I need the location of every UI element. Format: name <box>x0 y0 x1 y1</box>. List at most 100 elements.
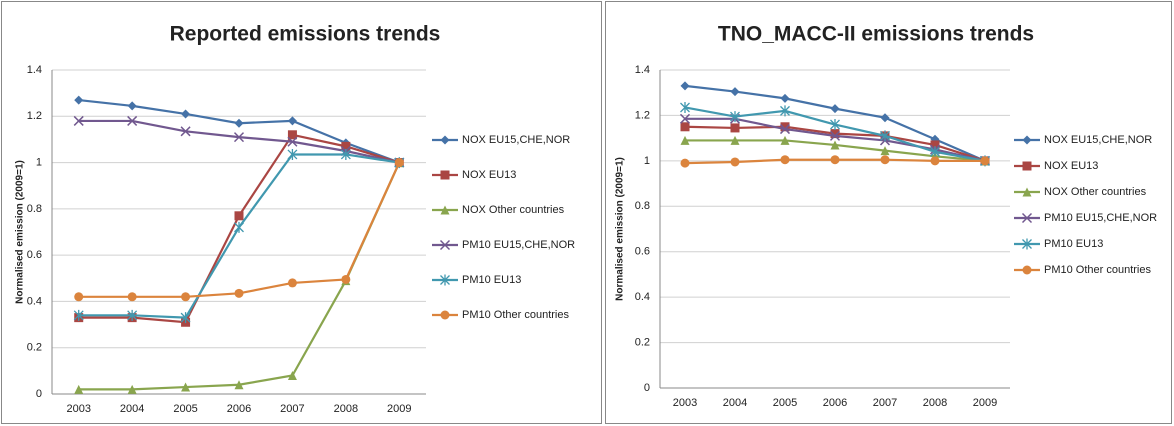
marker <box>127 292 137 302</box>
marker <box>127 115 138 126</box>
marker <box>180 312 191 324</box>
marker <box>1022 187 1032 197</box>
x-tick-label: 2003 <box>673 397 697 409</box>
x-tick-label: 2008 <box>334 403 358 415</box>
y-tick-label: 0.4 <box>635 291 650 303</box>
marker <box>980 156 990 166</box>
marker <box>930 146 940 158</box>
legend-label: NOX EU15,CHE,NOR <box>462 134 570 146</box>
marker <box>287 370 297 380</box>
legend-label: PM10 EU15,CHE,NOR <box>1044 212 1157 224</box>
marker <box>1022 161 1032 171</box>
y-tick-label: 0.6 <box>635 246 650 258</box>
marker <box>1022 238 1032 250</box>
x-tick-label: 2006 <box>227 403 251 415</box>
y-tick-label: 0.8 <box>635 200 650 212</box>
marker <box>880 130 890 142</box>
marker <box>780 105 790 117</box>
marker <box>440 205 450 215</box>
marker <box>780 135 790 145</box>
marker <box>341 141 351 151</box>
marker <box>73 115 84 126</box>
marker <box>287 116 297 126</box>
marker <box>234 221 244 233</box>
x-tick-label: 2008 <box>923 397 947 409</box>
legend-label: PM10 EU13 <box>462 274 521 286</box>
marker <box>930 156 940 166</box>
x-tick-label: 2004 <box>120 403 144 415</box>
marker <box>830 140 840 150</box>
legend-label: NOX EU13 <box>462 169 516 181</box>
marker <box>440 170 450 180</box>
marker <box>394 158 404 168</box>
x-tick-label: 2003 <box>66 403 90 415</box>
x-tick-label: 2004 <box>723 397 747 409</box>
y-tick-label: 0.8 <box>27 203 42 215</box>
marker <box>234 288 244 298</box>
chart-title: TNO_MACC-II emissions trends <box>718 23 1034 46</box>
marker <box>1022 135 1032 145</box>
marker <box>287 148 298 160</box>
x-tick-label: 2006 <box>823 397 847 409</box>
marker <box>74 384 84 394</box>
x-tick-label: 2009 <box>973 397 997 409</box>
marker <box>680 158 690 168</box>
marker <box>780 93 790 103</box>
marker <box>180 126 191 137</box>
y-tick-label: 0.2 <box>635 336 650 348</box>
y-tick-label: 0 <box>36 388 42 400</box>
marker <box>181 292 191 302</box>
y-tick-label: 1.4 <box>635 64 650 76</box>
marker <box>680 101 690 113</box>
marker <box>680 135 690 145</box>
y-tick-label: 1 <box>36 156 42 168</box>
marker <box>880 146 890 156</box>
marker <box>440 310 450 320</box>
legend-label: PM10 EU15,CHE,NOR <box>462 239 575 251</box>
marker <box>74 292 84 302</box>
legend-label: PM10 Other countries <box>1044 264 1151 276</box>
x-tick-label: 2005 <box>773 397 797 409</box>
x-tick-label: 2009 <box>387 403 411 415</box>
marker <box>341 274 351 284</box>
marker <box>830 119 840 131</box>
marker <box>233 132 245 143</box>
legend-label: NOX Other countries <box>1044 186 1147 198</box>
y-tick-label: 1.2 <box>635 109 650 121</box>
marker <box>181 382 191 392</box>
marker <box>829 130 841 141</box>
marker <box>1022 265 1032 275</box>
y-tick-label: 0.6 <box>27 249 42 261</box>
marker <box>73 309 84 321</box>
y-tick-label: 1.2 <box>27 110 42 122</box>
marker <box>234 118 244 128</box>
marker <box>440 274 450 286</box>
marker <box>680 122 690 132</box>
marker <box>1021 212 1033 224</box>
series-line <box>78 162 401 391</box>
marker <box>234 380 244 390</box>
marker <box>830 155 840 165</box>
marker <box>181 109 191 119</box>
marker <box>730 111 740 123</box>
marker <box>127 384 137 394</box>
marker <box>880 113 890 123</box>
y-tick-label: 0.4 <box>27 295 42 307</box>
legend-label: NOX EU15,CHE,NOR <box>1044 134 1152 146</box>
marker <box>780 122 790 132</box>
y-tick-label: 0 <box>644 382 650 394</box>
legend-label: NOX Other countries <box>462 204 565 216</box>
marker <box>730 157 740 167</box>
marker <box>234 211 244 221</box>
x-tick-label: 2007 <box>280 403 304 415</box>
legend-label: PM10 EU13 <box>1044 238 1103 250</box>
marker <box>679 113 691 124</box>
panel-border <box>1 1 602 424</box>
marker <box>127 101 137 111</box>
chart-title: Reported emissions trends <box>170 23 441 46</box>
marker <box>74 95 84 105</box>
marker <box>830 129 840 139</box>
marker <box>930 140 940 150</box>
marker <box>680 81 690 91</box>
y-axis-label: Normalised emission (2009=1) <box>15 160 26 304</box>
